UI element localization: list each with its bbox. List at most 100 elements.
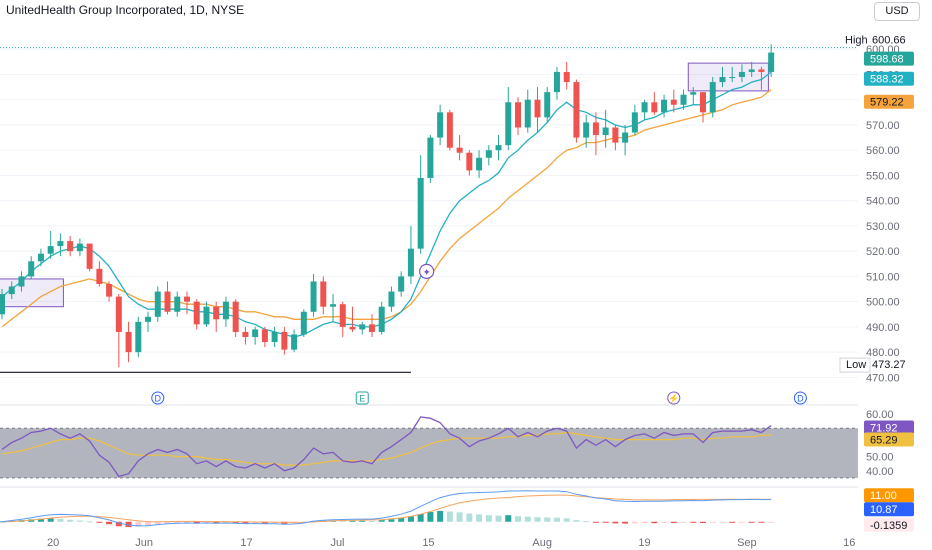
ema-slow-tag: 579.22 [864, 94, 914, 109]
macd-histogram-bar [252, 521, 259, 524]
candle[interactable] [222, 296, 229, 327]
candle[interactable] [291, 329, 298, 353]
macd-histogram-bar [407, 516, 414, 522]
candle[interactable] [758, 66, 765, 90]
highlight-box-right[interactable] [687, 62, 769, 92]
candle[interactable] [154, 286, 161, 322]
candle[interactable] [466, 150, 473, 176]
candle[interactable] [28, 256, 35, 279]
candle[interactable] [145, 311, 152, 332]
candle[interactable] [446, 109, 453, 151]
candle[interactable] [203, 301, 210, 327]
candle[interactable] [456, 135, 463, 161]
candle[interactable] [661, 94, 668, 118]
candle[interactable] [67, 236, 74, 257]
price-axis-tick: 570.00 [866, 120, 900, 132]
candle[interactable] [359, 321, 366, 335]
candle[interactable] [729, 66, 736, 83]
candle[interactable] [106, 281, 113, 302]
candle[interactable] [47, 230, 54, 259]
candle[interactable] [417, 155, 424, 254]
candle[interactable] [76, 238, 83, 257]
candle[interactable] [0, 289, 5, 320]
candle[interactable] [573, 79, 580, 143]
candle[interactable] [690, 87, 697, 105]
candle[interactable] [368, 314, 375, 337]
candle[interactable] [670, 89, 677, 113]
macd-value-tag-text: 10.87 [870, 504, 898, 516]
currency-button[interactable]: USD [874, 2, 920, 21]
candle[interactable] [563, 61, 570, 90]
candle-body [213, 306, 220, 320]
candle[interactable] [592, 112, 599, 156]
candle[interactable] [252, 326, 259, 345]
candle[interactable] [398, 271, 405, 297]
candle[interactable] [631, 104, 638, 136]
macd-hist-tag: -0.1359 [864, 517, 914, 532]
macd-histogram-bar [115, 521, 122, 527]
candle[interactable] [680, 89, 687, 110]
event-marker[interactable]: E [355, 391, 369, 405]
candle-body [378, 306, 385, 332]
candle[interactable] [534, 87, 541, 133]
candle[interactable] [193, 299, 200, 330]
pivot-marker[interactable]: ✦ [419, 263, 435, 279]
candle[interactable] [242, 326, 249, 345]
candle[interactable] [57, 233, 64, 257]
candle[interactable] [271, 326, 278, 348]
candle[interactable] [427, 135, 434, 184]
candle[interactable] [310, 273, 317, 317]
candle[interactable] [738, 64, 745, 83]
candle[interactable] [388, 286, 395, 312]
candle[interactable] [18, 271, 25, 292]
candle[interactable] [583, 114, 590, 148]
candle[interactable] [495, 135, 502, 161]
candle[interactable] [378, 301, 385, 335]
candle[interactable] [622, 124, 629, 156]
candle[interactable] [524, 89, 531, 133]
candle[interactable] [485, 145, 492, 166]
candle[interactable] [476, 150, 483, 178]
candle[interactable] [407, 225, 414, 284]
candle[interactable] [748, 61, 755, 78]
candle[interactable] [515, 97, 522, 136]
event-marker[interactable]: D [151, 391, 165, 405]
candle[interactable] [349, 306, 356, 332]
candle[interactable] [281, 326, 288, 355]
candle[interactable] [768, 44, 775, 78]
candle[interactable] [115, 294, 122, 368]
candle[interactable] [544, 87, 551, 123]
candle[interactable] [183, 291, 190, 315]
candle[interactable] [437, 104, 444, 146]
candle[interactable] [700, 92, 707, 123]
event-marker[interactable]: ⚡ [667, 391, 681, 405]
candle[interactable] [330, 294, 337, 322]
candle[interactable] [213, 301, 220, 332]
candle-body [631, 112, 638, 133]
candle[interactable] [232, 299, 239, 337]
candle[interactable] [641, 99, 648, 120]
candle[interactable] [125, 321, 132, 363]
candle[interactable] [96, 261, 103, 287]
candle[interactable] [8, 281, 15, 300]
candle[interactable] [174, 291, 181, 317]
candle[interactable] [37, 248, 44, 267]
candle[interactable] [339, 301, 346, 337]
candle[interactable] [261, 326, 268, 348]
candle[interactable] [320, 276, 327, 315]
candle[interactable] [505, 87, 512, 151]
candle[interactable] [553, 66, 560, 100]
candle[interactable] [719, 66, 726, 88]
candle[interactable] [602, 109, 609, 148]
event-marker[interactable]: D [793, 391, 807, 405]
rsi-ma-tag-bg [864, 432, 914, 447]
candle[interactable] [651, 92, 658, 115]
candle[interactable] [300, 309, 307, 337]
candle[interactable] [612, 124, 619, 151]
candle[interactable] [86, 243, 93, 272]
candle[interactable] [135, 316, 142, 358]
candle[interactable] [164, 281, 171, 315]
candle[interactable] [709, 77, 716, 118]
macd-histogram-bar [563, 518, 570, 522]
